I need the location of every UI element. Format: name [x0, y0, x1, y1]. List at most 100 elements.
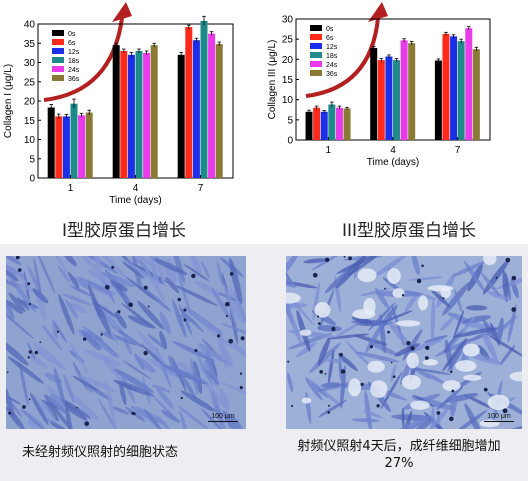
fibroblast-cell — [82, 326, 118, 359]
legend-swatch — [52, 75, 64, 81]
fibroblast-cell — [411, 256, 420, 276]
bar — [472, 49, 480, 140]
cell-nucleus — [324, 372, 327, 375]
cell-nucleus — [421, 264, 424, 268]
cell-nucleus — [180, 396, 183, 400]
cell-nucleus — [328, 404, 331, 407]
cell-nucleus — [348, 256, 352, 261]
cell-nucleus — [28, 398, 31, 401]
intercellular-gap — [348, 378, 362, 397]
fibroblast-cell — [175, 285, 218, 306]
bar — [150, 45, 158, 178]
cell-nucleus — [27, 356, 30, 359]
bar — [192, 40, 200, 178]
legend-label: 0s — [68, 31, 76, 38]
bar — [370, 48, 378, 140]
fibroblast-cell — [465, 305, 488, 311]
x-axis-label: Time (days) — [109, 195, 161, 206]
fibroblast-cell — [147, 333, 166, 349]
fibroblast-cell — [351, 418, 380, 423]
cell-nucleus — [316, 315, 320, 318]
fibroblast-cell — [210, 390, 227, 429]
intercellular-gap — [418, 295, 429, 311]
fibroblast-cell — [436, 386, 464, 411]
cell-nucleus — [424, 356, 429, 360]
fibroblast-cell — [127, 315, 156, 329]
y-tick-label: 5 — [287, 115, 293, 126]
bar — [450, 36, 458, 140]
fibroblast-cell — [58, 265, 71, 283]
fibroblast-cell — [82, 256, 108, 279]
fibroblast-cell — [6, 337, 29, 366]
fibroblast-cell — [309, 342, 341, 374]
fibroblast-cell — [324, 358, 348, 364]
y-tick-label: 20 — [282, 55, 294, 66]
fibroblast-cell — [122, 261, 145, 279]
y-tick-label: 30 — [24, 58, 36, 69]
fibroblast-cell — [118, 382, 138, 392]
fibroblast-cell — [65, 299, 78, 319]
bar — [215, 44, 223, 178]
cell-nucleus — [147, 305, 150, 308]
legend-label: 6s — [68, 40, 76, 47]
fibroblast-cell — [206, 349, 217, 389]
fibroblast-cell — [58, 293, 75, 335]
fibroblast-cell — [336, 256, 377, 275]
cell-nucleus — [390, 361, 393, 364]
scale-bar: 100 μm — [484, 413, 514, 422]
cell-nucleus — [360, 382, 364, 387]
cell-nucleus — [406, 341, 411, 346]
bar — [313, 107, 321, 140]
fibroblast-cell — [142, 263, 166, 304]
fibroblast-cell — [163, 364, 207, 385]
fibroblast-cell — [326, 333, 370, 340]
x-tick-label: 4 — [390, 145, 396, 156]
legend-swatch — [52, 48, 64, 54]
intercellular-gap — [395, 320, 421, 327]
fibroblast-cell — [6, 256, 22, 266]
bar — [85, 112, 93, 178]
fibroblast-cell — [480, 272, 501, 297]
fibroblast-cell — [27, 419, 42, 429]
legend-label: 6s — [326, 35, 334, 42]
fibroblast-cell — [92, 297, 111, 335]
fibroblast-cell — [408, 276, 443, 281]
fibroblast-cell — [156, 387, 174, 409]
fibroblast-cell — [179, 409, 189, 429]
cell-nucleus — [100, 333, 103, 336]
fibroblast-cell — [507, 303, 517, 343]
fibroblast-cell — [440, 316, 455, 331]
intercellular-gap — [299, 329, 312, 336]
photo-caption-treated: 射频仪照射4天后，成纤维细胞增加27% — [297, 439, 501, 471]
legend-label: 36s — [68, 76, 80, 83]
intercellular-gap — [286, 292, 301, 304]
bar — [393, 60, 400, 140]
cell-nucleus — [17, 268, 22, 272]
intercellular-gap — [301, 397, 312, 404]
cell-nucleus — [225, 314, 228, 317]
fibroblast-cell — [178, 273, 192, 316]
y-tick-label: 35 — [24, 39, 36, 50]
fibroblast-cell — [184, 306, 223, 335]
y-axis-label: Collagen III (μg/L) — [267, 40, 278, 120]
cell-nucleus — [117, 310, 121, 314]
fibroblast-cell — [165, 277, 180, 294]
fibroblast-cell — [19, 363, 29, 406]
fibroblast-cell — [203, 381, 230, 412]
bar — [143, 52, 151, 178]
bar — [400, 40, 408, 141]
fibroblast-cell — [46, 384, 67, 409]
micrograph-untreated-image — [6, 256, 246, 429]
fibroblast-cell — [64, 401, 75, 429]
cell-nucleus — [111, 265, 115, 269]
cell-nucleus — [34, 350, 39, 355]
scale-bar-label: 100 μm — [487, 413, 511, 420]
fibroblast-cell — [97, 397, 120, 429]
x-tick-label: 7 — [198, 183, 204, 194]
cell-nucleus — [511, 307, 517, 312]
fibroblast-cell — [305, 378, 323, 401]
cell-nucleus — [229, 272, 234, 276]
collagen-3-chart-panel: 0 5 10 15 20 25 30 1 4 7 Time (days) Collagen III (… — [264, 0, 528, 244]
intercellular-gap — [370, 380, 388, 398]
fibroblast-cell — [94, 302, 120, 319]
